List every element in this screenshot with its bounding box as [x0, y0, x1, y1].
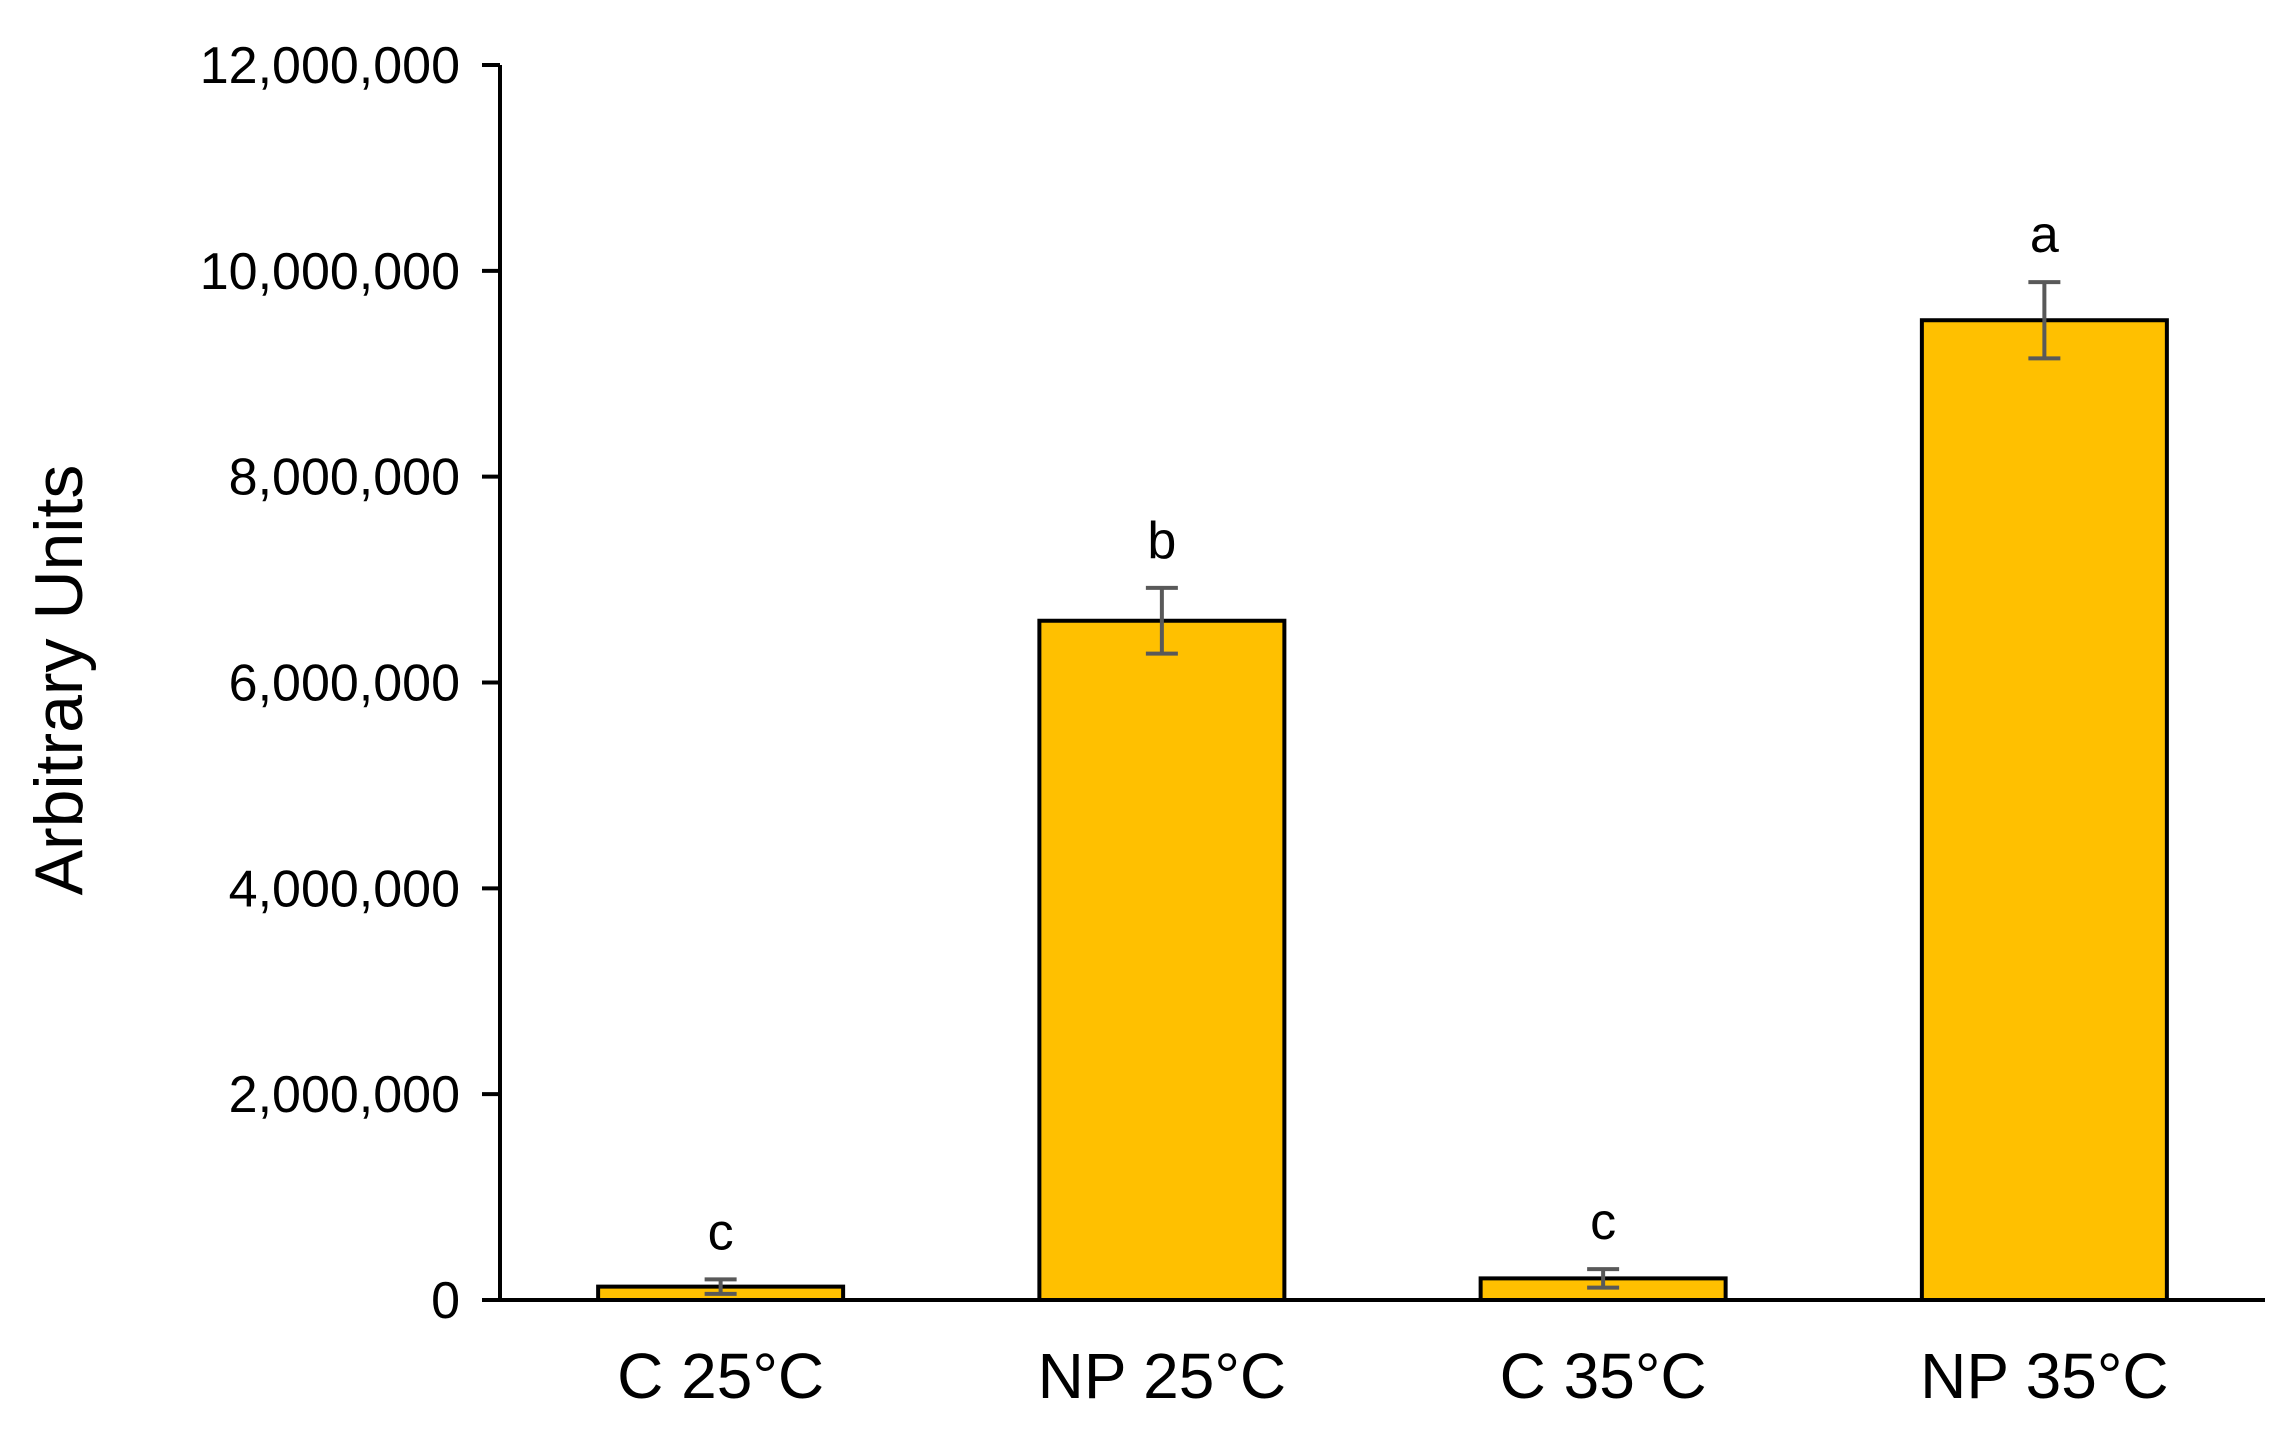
y-tick-label: 8,000,000: [229, 449, 460, 507]
significance-labels: c b c a: [708, 206, 2059, 1261]
significance-letter: a: [2030, 206, 2059, 264]
x-category-label: C 25°C: [617, 1340, 824, 1412]
error-bars: [704, 280, 2061, 1296]
bar: [1919, 318, 2169, 1302]
significance-letter: c: [1590, 1193, 1616, 1251]
y-tick-label: 6,000,000: [229, 655, 460, 713]
bar: [1037, 618, 1287, 1302]
y-tick-label: 4,000,000: [229, 860, 460, 918]
x-axis: C 25°C NP 25°C C 35°C NP 35°C: [500, 1298, 2265, 1412]
y-tick-label: 2,000,000: [229, 1066, 460, 1124]
x-category-label: NP 25°C: [1038, 1340, 1287, 1412]
y-axis-title: Arbitrary Units: [21, 465, 97, 896]
x-category-label: NP 35°C: [1920, 1340, 2169, 1412]
y-tick-label: 12,000,000: [200, 37, 460, 95]
y-tick-label: 10,000,000: [200, 243, 460, 301]
bars: [596, 318, 2169, 1303]
y-axis: 0 2,000,000 4,000,000 6,000,000 8,000,000 10,…: [200, 37, 502, 1330]
y-tick-label: 0: [431, 1272, 460, 1330]
significance-letter: c: [708, 1203, 734, 1261]
x-category-label: C 35°C: [1500, 1340, 1707, 1412]
significance-letter: b: [1147, 512, 1176, 570]
